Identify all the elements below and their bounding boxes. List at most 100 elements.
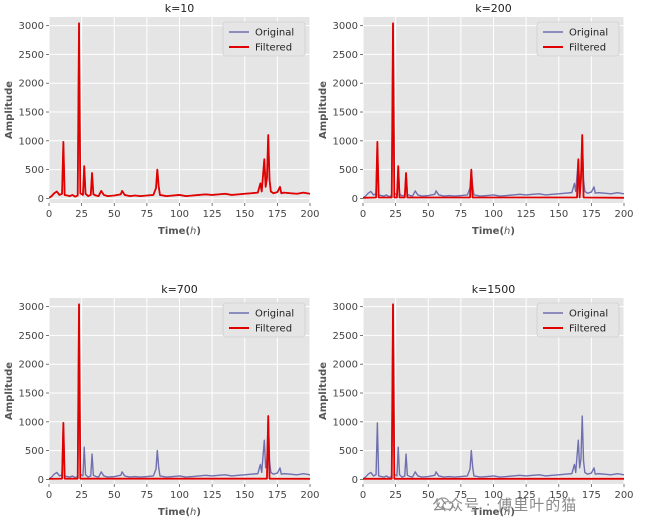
panel-4: 0 25 50 75 100 125 150 175 200050010001500200025… <box>318 283 634 518</box>
y-tick-label: 2500 <box>19 50 44 61</box>
y-tick-label: 0 <box>38 475 44 486</box>
y-tick-label: 1500 <box>333 108 358 119</box>
legend-label-filtered: Filtered <box>255 324 292 335</box>
x-tick-label: 0 <box>46 490 52 501</box>
panel-title: k=700 <box>161 283 198 296</box>
x-tick-label: 50 <box>108 209 121 220</box>
y-tick-label: 2000 <box>19 360 44 371</box>
panel-1: 0 25 50 75 100 125 150 175 200050010001500200025… <box>4 2 320 237</box>
x-tick-label: 50 <box>422 490 435 501</box>
series-group <box>49 303 310 480</box>
x-axis-label-paren: ) <box>196 226 201 237</box>
y-tick-label: 3000 <box>333 21 358 32</box>
y-tick-label: 500 <box>339 165 358 176</box>
y-tick-label: 2000 <box>333 79 358 90</box>
y-tick-label: 2500 <box>333 331 358 342</box>
x-tick-label: 175 <box>268 209 287 220</box>
x-tick-label: 100 <box>170 209 189 220</box>
x-axis-label-paren: ) <box>196 507 201 518</box>
panel-title: k=1500 <box>472 283 516 296</box>
wechat-icon <box>436 497 454 511</box>
x-tick-label: 0 <box>360 209 366 220</box>
y-tick-label: 3000 <box>19 21 44 32</box>
y-tick-label: 1500 <box>19 389 44 400</box>
x-tick-label: 75 <box>141 490 154 501</box>
series-line-filtered <box>363 22 624 199</box>
x-tick-label: 100 <box>170 490 189 501</box>
x-axis-label-unit: h <box>190 226 196 237</box>
panel-title: k=200 <box>475 2 512 15</box>
series-line-filtered <box>49 303 310 480</box>
x-tick-label: 150 <box>549 490 568 501</box>
y-tick-label: 0 <box>352 475 358 486</box>
legend: Original Filtered <box>222 21 306 57</box>
x-tick-label: 125 <box>517 209 536 220</box>
x-tick-label: 150 <box>235 209 254 220</box>
x-axis-label-paren: ) <box>510 507 515 518</box>
y-tick-label: 500 <box>25 446 44 457</box>
x-tick-label: 50 <box>422 209 435 220</box>
series-group <box>49 22 310 199</box>
x-tick-label: 25 <box>389 490 402 501</box>
x-tick-label: 25 <box>75 209 88 220</box>
legend-label-original: Original <box>255 309 294 320</box>
x-tick-label: 75 <box>455 490 468 501</box>
x-tick-label: 150 <box>235 490 254 501</box>
x-axis-label: Time(h) <box>158 507 201 518</box>
y-tick-label: 2000 <box>333 360 358 371</box>
x-tick-label: 100 <box>484 209 503 220</box>
x-tick-label: 200 <box>614 490 633 501</box>
x-axis-label-text: Time( <box>472 226 504 237</box>
x-axis-label: Time(h) <box>158 226 201 237</box>
x-axis-label-text: Time( <box>158 507 190 518</box>
x-tick-label: 175 <box>582 490 601 501</box>
y-tick-label: 500 <box>339 446 358 457</box>
series-group <box>363 303 624 480</box>
y-axis-label: Amplitude <box>318 81 329 139</box>
x-tick-label: 125 <box>203 209 222 220</box>
legend-label-filtered: Filtered <box>569 43 606 54</box>
y-tick-label: 3000 <box>333 302 358 313</box>
y-tick-label: 1000 <box>333 417 358 428</box>
y-tick-label: 0 <box>38 194 44 205</box>
series-line-filtered <box>49 22 310 199</box>
watermark-text: 公众号 · 傅里叶的猫 <box>432 496 578 514</box>
legend-label-original: Original <box>255 28 294 39</box>
y-axis-label: Amplitude <box>318 362 329 420</box>
x-axis-label: Time(h) <box>472 226 515 237</box>
legend-label-filtered: Filtered <box>255 43 292 54</box>
x-axis-label-text: Time( <box>158 226 190 237</box>
legend-label-original: Original <box>569 28 608 39</box>
legend: Original Filtered <box>536 302 620 338</box>
x-tick-label: 50 <box>108 490 121 501</box>
x-axis-label: Time(h) <box>472 507 515 518</box>
y-tick-label: 1000 <box>19 136 44 147</box>
legend: Original Filtered <box>222 302 306 338</box>
x-axis-label-unit: h <box>190 507 196 518</box>
series-line-filtered <box>363 303 624 480</box>
y-tick-label: 1500 <box>19 108 44 119</box>
y-tick-label: 500 <box>25 165 44 176</box>
panel-2: 0 25 50 75 100 125 150 175 200050010001500200025… <box>318 2 634 237</box>
x-axis-label-text: Time( <box>472 507 504 518</box>
x-tick-label: 75 <box>141 209 154 220</box>
x-tick-label: 200 <box>300 209 319 220</box>
x-tick-label: 200 <box>614 209 633 220</box>
x-tick-label: 175 <box>268 490 287 501</box>
x-axis-label-unit: h <box>504 226 510 237</box>
y-axis-label: Amplitude <box>4 362 15 420</box>
y-tick-label: 1000 <box>19 417 44 428</box>
x-axis-label-unit: h <box>504 507 510 518</box>
x-axis-label-paren: ) <box>510 226 515 237</box>
y-tick-label: 0 <box>352 194 358 205</box>
x-tick-label: 175 <box>582 209 601 220</box>
y-axis-label: Amplitude <box>4 81 15 139</box>
x-tick-label: 25 <box>75 490 88 501</box>
panel-3: 0 25 50 75 100 125 150 175 200050010001500200025… <box>4 283 320 518</box>
legend-label-filtered: Filtered <box>569 324 606 335</box>
x-tick-label: 0 <box>360 490 366 501</box>
series-group <box>363 22 624 199</box>
y-tick-label: 2000 <box>19 79 44 90</box>
x-tick-label: 150 <box>549 209 568 220</box>
x-tick-label: 75 <box>455 209 468 220</box>
